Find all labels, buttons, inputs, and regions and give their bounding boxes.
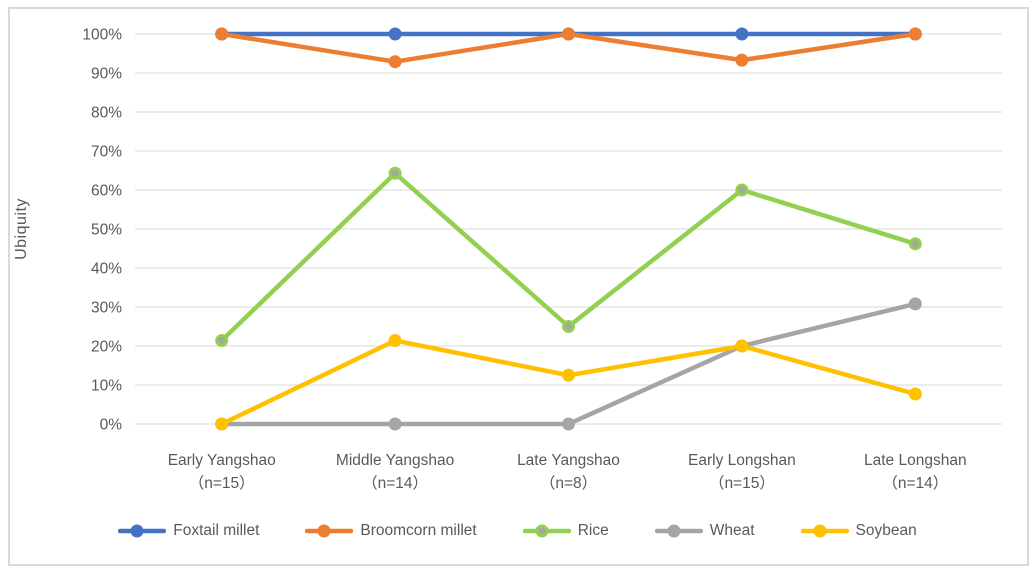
data-point-rice	[735, 183, 749, 197]
data-point-broomcorn-millet	[562, 27, 575, 41]
legend-marker-foxtail-millet	[118, 524, 167, 538]
legend-dot	[130, 524, 144, 538]
x-axis-category-labels: Early Yangshao （n=15） Middle Yangshao （n=14…	[168, 452, 967, 492]
data-point-soybean	[388, 334, 402, 348]
legend-dot	[317, 524, 331, 538]
data-point-soybean	[215, 417, 229, 431]
y-tick-label: 80%	[91, 105, 122, 122]
x-category-label: Late Longshan （n=14）	[864, 452, 967, 492]
y-axis-tick-labels: 0% 10% 20% 30% 40% 50% 60% 70% 80% 90% 100%	[82, 27, 122, 434]
data-point-broomcorn-millet	[388, 55, 402, 69]
series-soybean	[215, 334, 922, 431]
data-point-soybean	[562, 368, 575, 382]
data-point-rice	[215, 334, 229, 348]
data-point-broomcorn-millet	[215, 27, 229, 41]
data-point-broomcorn-millet	[735, 53, 749, 67]
x-category-label: Late Yangshao （n=8）	[517, 452, 620, 492]
legend-dot	[535, 524, 549, 538]
data-point-wheat	[388, 417, 402, 431]
series-line-soybean	[219, 338, 918, 427]
data-point-broomcorn-millet	[908, 27, 922, 41]
legend-item-broomcorn-millet: Broomcorn millet	[305, 522, 477, 540]
data-point-soybean	[735, 339, 749, 353]
legend-label-broomcorn-millet: Broomcorn millet	[360, 522, 477, 539]
legend-label-soybean: Soybean	[855, 522, 917, 539]
x-category-label: Middle Yangshao （n=14）	[336, 452, 454, 492]
legend-marker-wheat	[654, 524, 703, 538]
y-tick-label: 90%	[91, 66, 122, 83]
series-broomcorn-millet	[215, 27, 922, 69]
y-tick-label: 60%	[91, 183, 122, 200]
legend-dot	[813, 524, 827, 538]
legend: Foxtail millet Broomcorn millet Rice Wheat S…	[0, 522, 1035, 540]
x-category-label: Early Longshan （n=15）	[688, 452, 796, 492]
y-tick-label: 20%	[91, 339, 122, 356]
data-point-rice	[388, 166, 402, 180]
y-tick-label: 50%	[91, 222, 122, 239]
y-tick-label: 0%	[100, 417, 123, 434]
legend-label-foxtail-millet: Foxtail millet	[173, 522, 260, 539]
legend-marker-rice	[522, 524, 571, 538]
legend-label-wheat: Wheat	[709, 522, 755, 539]
data-point-wheat	[562, 417, 575, 431]
legend-item-rice: Rice	[522, 522, 609, 540]
data-point-foxtail-millet	[388, 27, 402, 41]
legend-marker-soybean	[800, 524, 849, 538]
gridlines	[135, 33, 1002, 425]
data-point-wheat	[908, 297, 922, 311]
x-category-label: Early Yangshao （n=15）	[168, 452, 276, 492]
legend-item-wheat: Wheat	[654, 522, 755, 540]
y-tick-label: 70%	[91, 144, 122, 161]
legend-item-foxtail-millet: Foxtail millet	[118, 522, 259, 540]
series-line-rice	[219, 170, 918, 343]
y-tick-label: 40%	[91, 261, 122, 278]
series-rice	[215, 166, 922, 348]
legend-marker-broomcorn-millet	[305, 524, 354, 538]
data-point-rice	[908, 237, 922, 251]
legend-item-soybean: Soybean	[800, 522, 917, 540]
legend-dot	[667, 524, 681, 538]
y-tick-label: 100%	[82, 27, 122, 44]
legend-label-rice: Rice	[577, 522, 609, 539]
y-tick-label: 10%	[91, 378, 122, 395]
y-tick-label: 30%	[91, 300, 122, 317]
data-point-foxtail-millet	[735, 27, 749, 41]
data-point-rice	[562, 320, 575, 333]
data-point-soybean	[908, 387, 922, 401]
